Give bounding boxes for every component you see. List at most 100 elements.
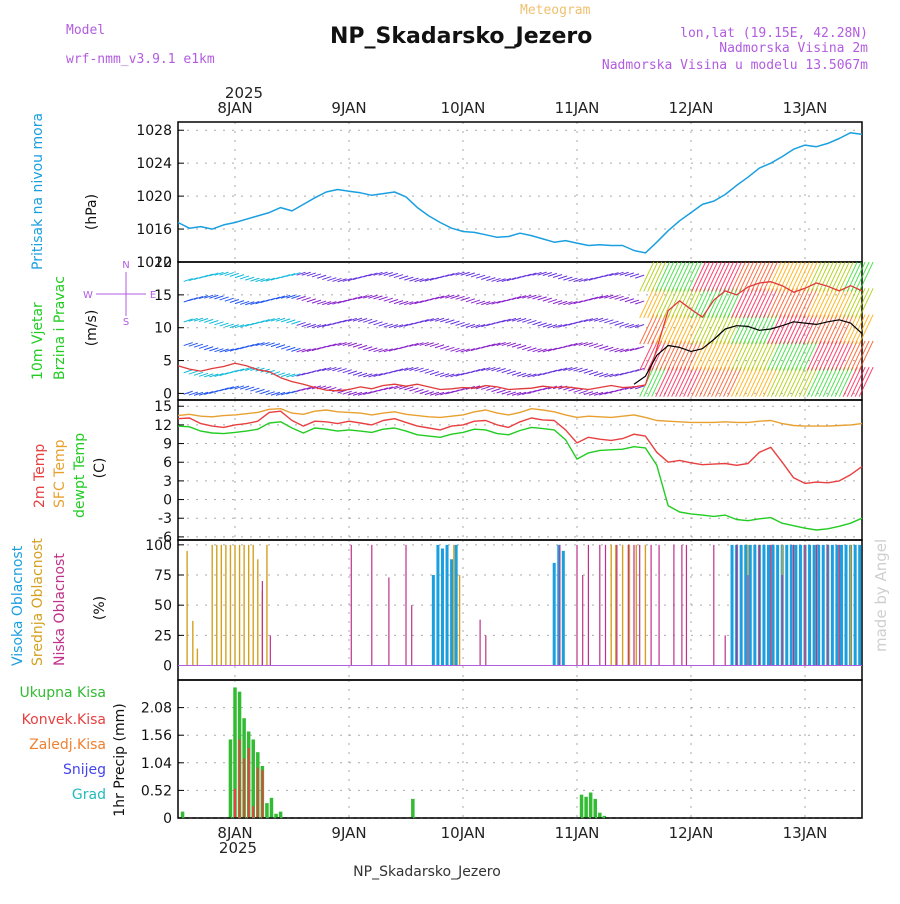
wind-barb <box>316 367 327 372</box>
wind-barb <box>291 272 301 277</box>
wind-barb <box>224 323 234 328</box>
wind-barb <box>440 391 450 396</box>
wind-barb <box>858 366 874 397</box>
wind-barb <box>455 372 465 377</box>
wind-barb <box>826 314 842 345</box>
wind-barb <box>583 391 593 396</box>
wind-barb <box>798 340 814 371</box>
wind-barb <box>399 300 409 305</box>
y-tick-label: 1.56 <box>141 728 172 744</box>
wind-barb <box>651 340 667 371</box>
wind-barb <box>383 323 393 328</box>
wind-barb <box>388 324 399 329</box>
precip-bar <box>598 812 602 818</box>
wind-barb <box>604 273 614 277</box>
wind-barb <box>703 366 718 397</box>
wind-barb <box>822 288 838 319</box>
wind-barb <box>342 342 352 347</box>
y-tick-label: 1016 <box>136 222 172 238</box>
wind-barb <box>774 366 790 397</box>
year-top: 2025 <box>225 84 263 102</box>
wind-barb <box>286 319 296 324</box>
wind-barb <box>699 340 715 371</box>
wind-barb <box>214 295 224 300</box>
wind-barb <box>481 385 491 390</box>
wind-barb <box>846 366 862 397</box>
y-tick-label: 5 <box>163 354 172 370</box>
wind-barb <box>496 368 506 372</box>
wind-barb <box>746 288 762 319</box>
y-tick-label: 50 <box>154 598 172 614</box>
wind-barb <box>291 295 301 299</box>
wind-barb <box>383 297 393 302</box>
wind-barb <box>275 391 286 396</box>
wind-barb <box>429 296 440 301</box>
wind-barb <box>491 342 501 347</box>
wind-barb <box>671 366 687 397</box>
wind-barb <box>311 368 322 373</box>
wind-barb <box>368 373 378 378</box>
wind-barb <box>511 343 522 348</box>
wind-barb <box>806 314 822 345</box>
wind-barb <box>826 366 842 397</box>
wind-barb <box>778 314 794 345</box>
wind-barb <box>810 314 826 345</box>
wind-barb <box>834 366 850 397</box>
wind-barb <box>455 348 465 353</box>
wind-barb <box>568 342 578 347</box>
wind-barb <box>659 366 675 397</box>
wind-barb <box>409 342 419 347</box>
wind-barb <box>675 340 691 371</box>
wind-barb <box>742 288 758 319</box>
wind-barb <box>399 323 409 328</box>
wind-barb <box>583 369 593 374</box>
wind-barb <box>858 340 874 371</box>
wind-barb <box>260 278 270 283</box>
wind-barb <box>838 366 854 397</box>
wind-barb <box>296 321 306 326</box>
y-tick-label: 0 <box>163 493 172 509</box>
wind-barb <box>470 369 481 373</box>
wind-barb <box>445 319 455 324</box>
wind-barb <box>798 314 814 345</box>
wind-barb <box>782 340 798 371</box>
wind-barb <box>727 261 742 292</box>
wind-barb <box>429 371 440 376</box>
wind-barb <box>239 300 250 305</box>
wind-barb <box>651 366 667 397</box>
wind-barb <box>639 314 655 345</box>
precip-bar <box>269 797 274 818</box>
wind-barb <box>723 288 738 319</box>
year-bottom: 2025 <box>219 839 257 857</box>
wind-barb <box>347 317 358 322</box>
wind-barb <box>342 318 352 323</box>
wind-barb <box>814 288 830 319</box>
wind-barb <box>388 347 399 352</box>
wind-barb <box>332 300 342 305</box>
wind-barb <box>363 294 373 299</box>
wind-barb <box>475 274 486 279</box>
wind-barb <box>643 366 659 397</box>
wind-barb <box>234 274 245 279</box>
wind-barb <box>794 366 810 397</box>
wind-barb <box>265 277 275 282</box>
wind-barb <box>746 366 762 397</box>
wind-barb <box>578 278 588 283</box>
wind-barb <box>614 372 624 377</box>
wind-barb <box>609 320 619 325</box>
wind-barb <box>460 323 470 328</box>
wind-barb <box>778 366 794 397</box>
wind-barb <box>563 367 573 371</box>
pressure-panel: 1012 1016 1020 1024 1028 <box>136 121 863 271</box>
wind-barb <box>655 288 671 319</box>
wind-barb <box>445 346 455 351</box>
wind-barb <box>588 391 599 396</box>
wind-barb <box>440 373 450 378</box>
wind-barb <box>663 340 679 371</box>
wind-barb <box>624 323 635 328</box>
wind-barb <box>204 273 214 278</box>
wind-barb <box>802 340 818 371</box>
wind-barb <box>735 340 750 371</box>
panel-frame <box>177 679 863 819</box>
y-tick-label: 1028 <box>136 123 172 139</box>
